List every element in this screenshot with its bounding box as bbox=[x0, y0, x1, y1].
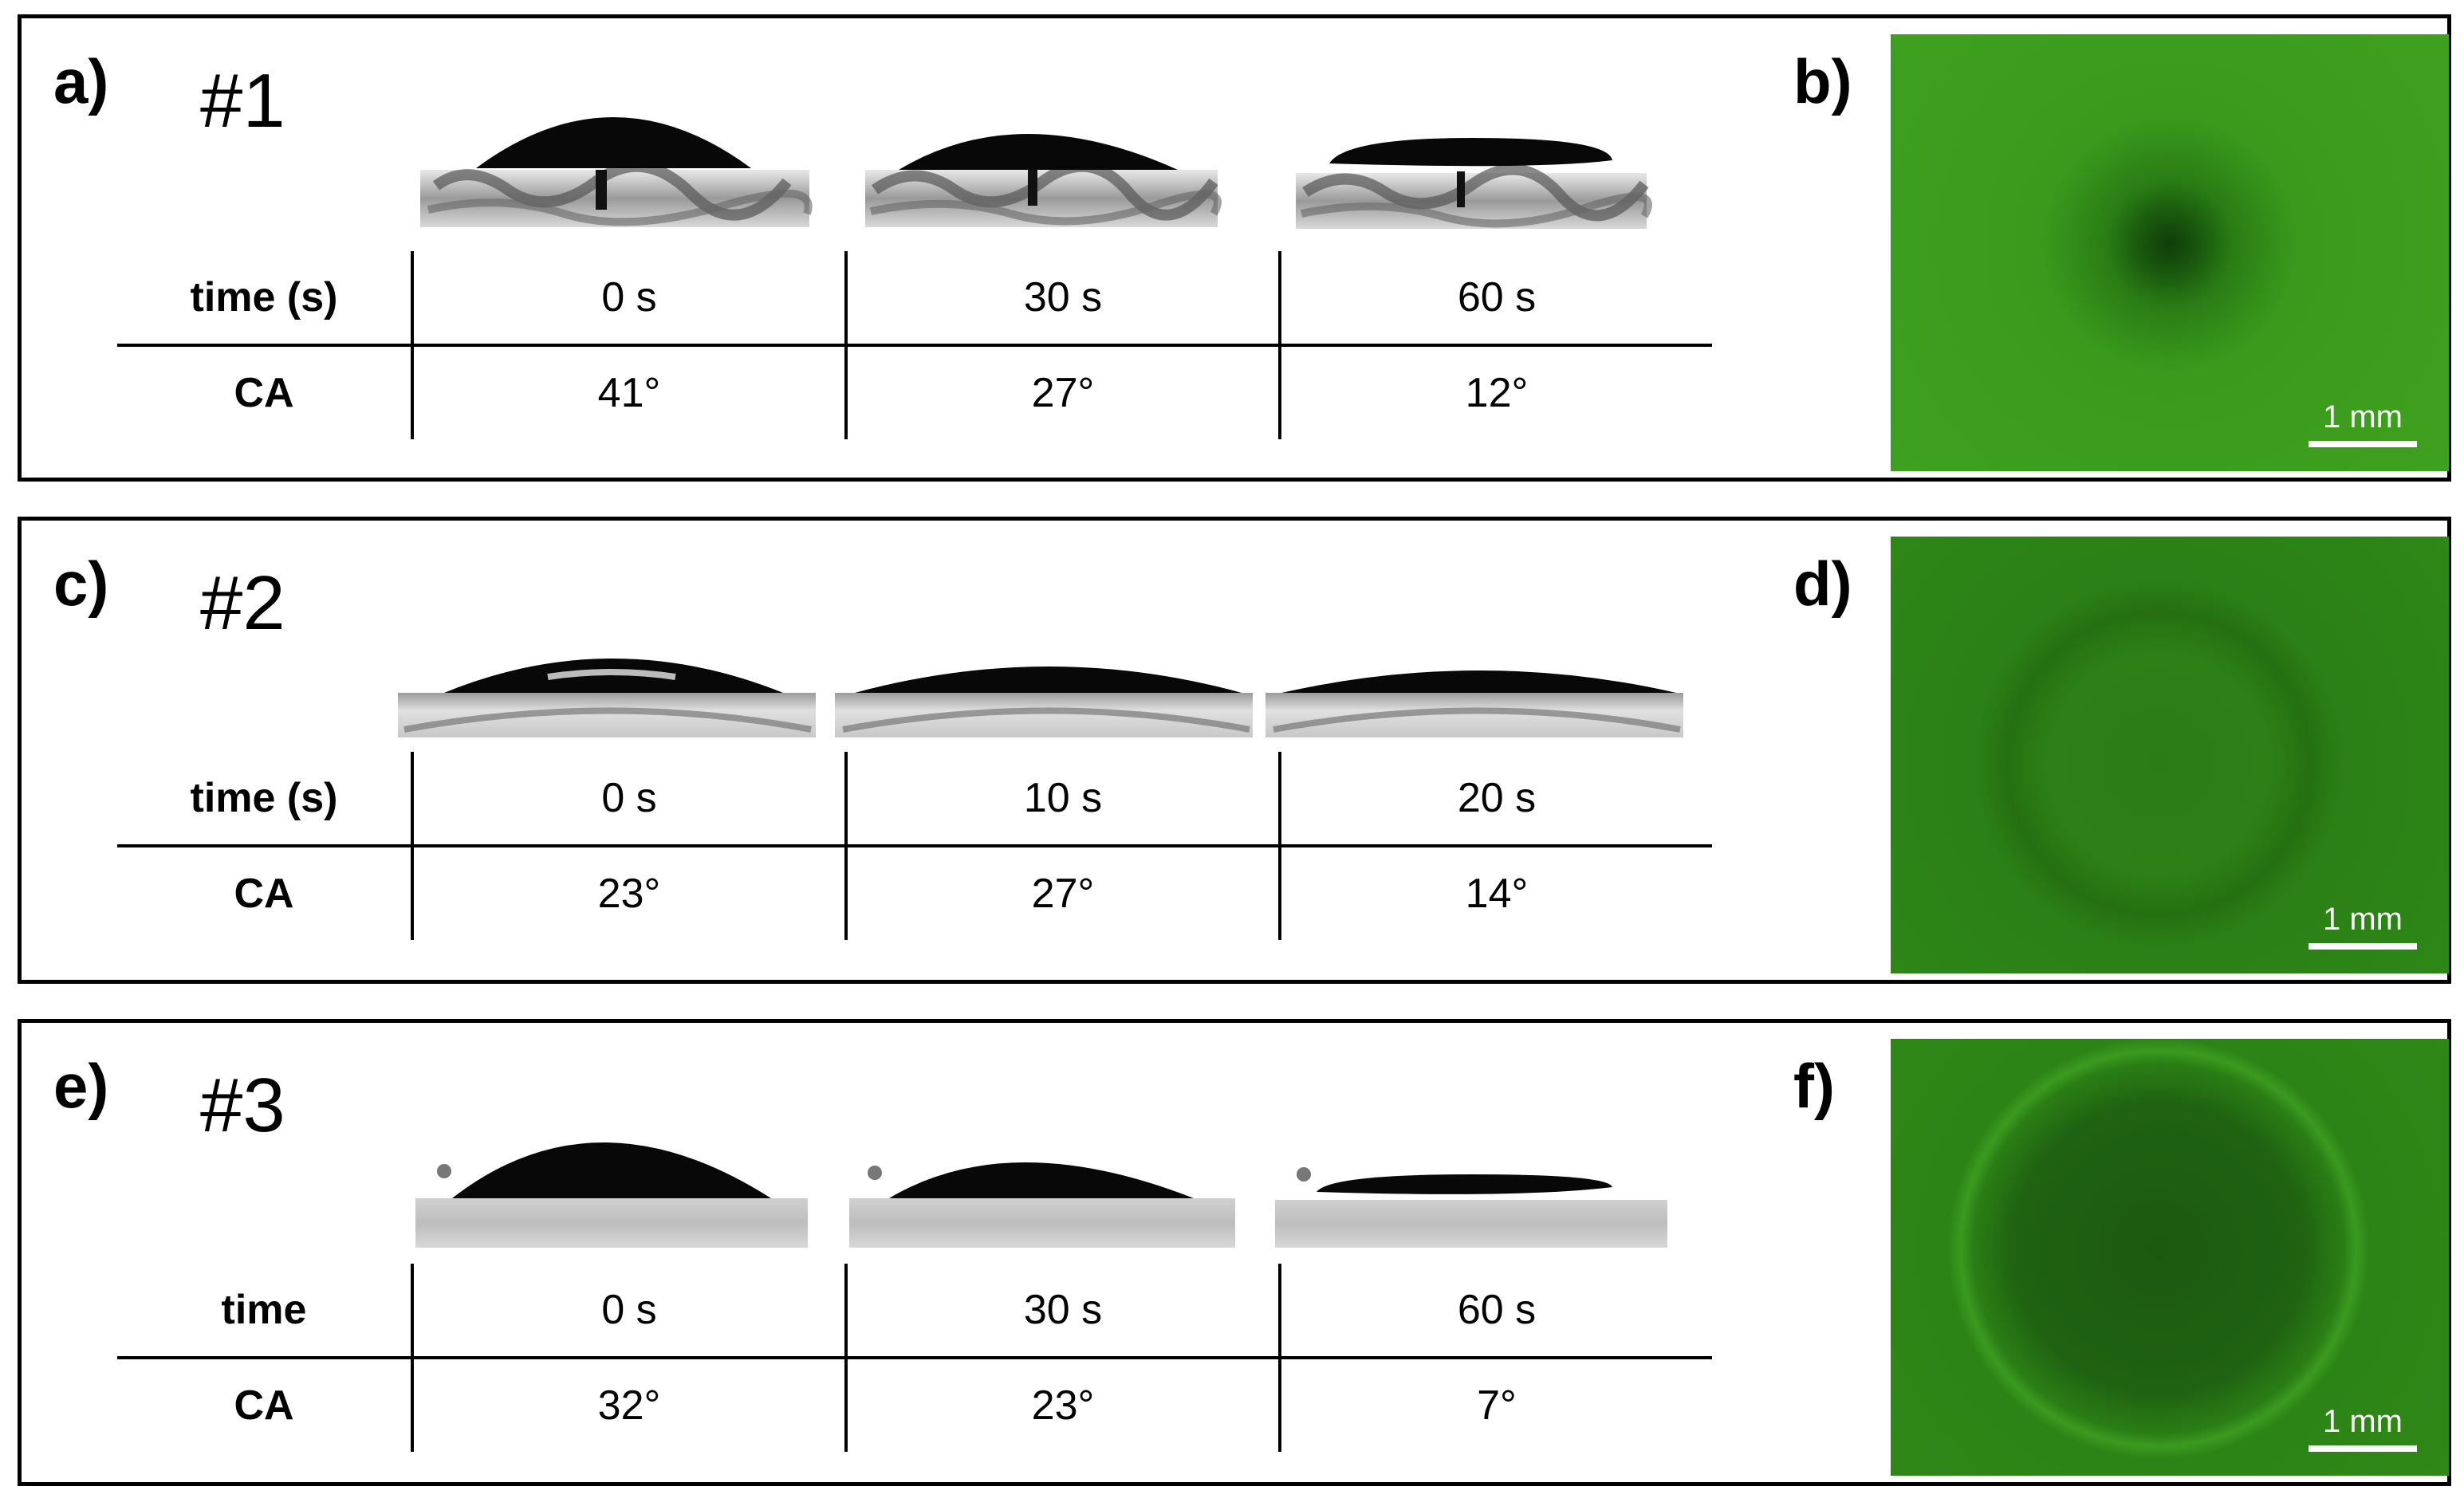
ca-cell: 27° bbox=[1031, 370, 1095, 416]
panel-label-c: c) bbox=[53, 549, 109, 619]
ca-cell: 7° bbox=[1477, 1382, 1517, 1429]
droplet-frame-1 bbox=[420, 117, 813, 227]
droplet-frame-1 bbox=[415, 1142, 808, 1248]
scale-bar: 1 mm bbox=[2309, 1406, 2417, 1452]
time-cell: 0 s bbox=[601, 1287, 657, 1333]
time-cell: 10 s bbox=[1023, 775, 1103, 821]
time-cell: 60 s bbox=[1457, 274, 1537, 320]
ca-row-header: CA bbox=[234, 1382, 294, 1429]
time-cell: 20 s bbox=[1457, 775, 1537, 821]
ca-row-header: CA bbox=[234, 370, 294, 416]
time-cell: 0 s bbox=[601, 274, 657, 320]
panel-sample-2: c) #2 time (s) 0 s 10 bbox=[18, 517, 2451, 984]
scale-bar: 1 mm bbox=[2309, 903, 2417, 950]
droplet-images bbox=[420, 117, 1652, 229]
time-row-header: time (s) bbox=[190, 274, 338, 320]
ca-cell: 14° bbox=[1465, 871, 1529, 917]
time-row-header: time bbox=[221, 1287, 307, 1333]
panel-label-e: e) bbox=[53, 1051, 109, 1121]
time-cell: 30 s bbox=[1023, 274, 1103, 320]
droplet-frame-2 bbox=[835, 667, 1253, 737]
ca-cell: 32° bbox=[597, 1382, 661, 1429]
droplet-frame-3 bbox=[1296, 138, 1652, 229]
scale-bar: 1 mm bbox=[2309, 401, 2417, 447]
droplet-frame-1 bbox=[398, 659, 816, 737]
micrograph-sample-2: 1 mm bbox=[1891, 537, 2449, 973]
sample-number: #2 bbox=[200, 560, 285, 646]
ca-cell: 23° bbox=[1031, 1382, 1095, 1429]
droplet-frame-3 bbox=[1265, 670, 1683, 737]
panel-label-b: b) bbox=[1793, 46, 1852, 116]
sample-number: #3 bbox=[200, 1063, 285, 1148]
contact-angle-table: time (s) 0 s 10 s 20 s CA 23° 27° 14° bbox=[117, 752, 1712, 940]
droplet-frame-2 bbox=[865, 134, 1222, 227]
contact-angle-table: time 0 s 30 s 60 s CA 32° 23° 7° bbox=[117, 1264, 1712, 1452]
ca-row-header: CA bbox=[234, 871, 294, 917]
time-cell: 60 s bbox=[1457, 1287, 1537, 1333]
droplet-images bbox=[398, 659, 1683, 737]
ca-cell: 27° bbox=[1031, 871, 1095, 917]
time-row-header: time (s) bbox=[190, 775, 338, 821]
micrograph-sample-3: 1 mm bbox=[1891, 1039, 2449, 1476]
ca-cell: 12° bbox=[1465, 370, 1529, 416]
time-cell: 0 s bbox=[601, 775, 657, 821]
micrograph-sample-1: 1 mm bbox=[1891, 34, 2449, 471]
droplet-images bbox=[415, 1142, 1667, 1248]
ca-cell: 23° bbox=[597, 871, 661, 917]
time-cell: 30 s bbox=[1023, 1287, 1103, 1333]
droplet-frame-2 bbox=[849, 1162, 1235, 1248]
panel-sample-3: e) #3 time 0 s 30 s 60 s bbox=[18, 1019, 2451, 1486]
panel-sample-1: a) #1 bbox=[18, 14, 2451, 482]
panel-label-a: a) bbox=[53, 46, 109, 116]
ca-cell: 41° bbox=[597, 370, 661, 416]
sample-number: #1 bbox=[200, 58, 285, 144]
contact-angle-table: time (s) 0 s 30 s 60 s CA 41° 27° 12° bbox=[117, 251, 1712, 439]
panel-label-d: d) bbox=[1793, 549, 1852, 619]
droplet-frame-3 bbox=[1275, 1167, 1667, 1248]
panel-label-f: f) bbox=[1793, 1051, 1835, 1121]
